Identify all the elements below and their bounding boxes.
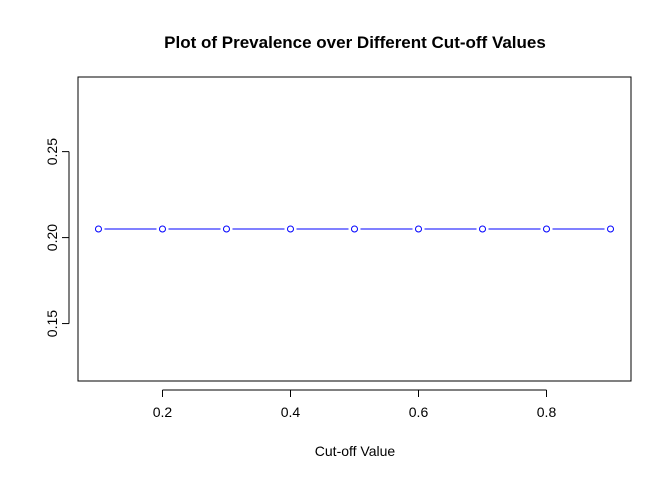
y-axis: 0.15 0.20 0.25 xyxy=(44,138,70,337)
data-point xyxy=(351,225,358,233)
x-tick-label: 0.8 xyxy=(537,404,557,420)
data-point xyxy=(158,225,166,233)
data-point xyxy=(222,225,230,233)
data-point xyxy=(543,225,551,233)
y-tick-label: 0.15 xyxy=(44,310,60,337)
data-point xyxy=(94,225,102,233)
plot-frame xyxy=(77,76,632,382)
x-axis: 0.2 0.4 0.6 0.8 xyxy=(153,389,557,420)
data-point xyxy=(479,225,487,233)
chart-title: Plot of Prevalence over Different Cut-of… xyxy=(164,33,546,52)
x-tick-label: 0.6 xyxy=(409,404,429,420)
data-point xyxy=(286,225,294,233)
x-tick-label: 0.4 xyxy=(281,404,301,420)
y-tick-label: 0.25 xyxy=(44,138,60,165)
x-tick-label: 0.2 xyxy=(153,404,173,420)
y-tick-label: 0.20 xyxy=(44,224,60,251)
x-axis-label: Cut-off Value xyxy=(315,443,396,459)
data-point xyxy=(607,225,615,233)
series-layer xyxy=(94,225,615,233)
data-point xyxy=(415,225,423,233)
